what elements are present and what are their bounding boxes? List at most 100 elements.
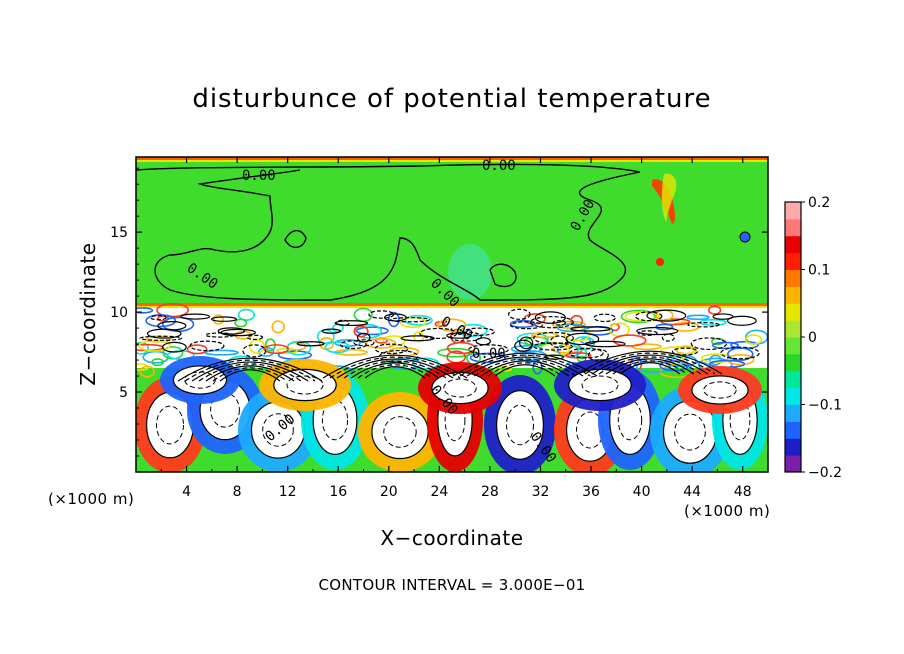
dense-contour-loop [593, 313, 616, 323]
field-swirl-contour-inner [581, 375, 619, 395]
dense-contour-arc [191, 361, 309, 382]
field-swirl-contour-inner [729, 399, 751, 441]
x-tick-label: 44 [683, 484, 701, 500]
dense-contour-arc [364, 366, 426, 379]
field-speckle [726, 353, 755, 366]
dense-contours [139, 308, 760, 382]
colorbar-swatch [785, 218, 801, 237]
dense-contour-arc [350, 362, 440, 379]
yellow-feature [661, 173, 677, 222]
field-swirl-core [371, 405, 429, 459]
dense-contour-loop [384, 313, 407, 322]
field-swirl-core [146, 392, 194, 458]
dense-contour-arc [584, 352, 716, 375]
field-speckle [234, 318, 248, 328]
dense-contour-loop [356, 332, 371, 343]
plot-area [136, 157, 768, 472]
dense-contour-loop [468, 344, 509, 355]
x-tick-label: 20 [380, 484, 398, 500]
field-swirl-contour-inner [156, 405, 184, 445]
dense-contour-loop [400, 335, 435, 342]
colorbar-swatch [785, 421, 801, 439]
colorbar-tick-label: 0.1 [808, 263, 830, 279]
field-swirl-contour-inner [506, 404, 534, 446]
dense-contour-arc [619, 362, 681, 375]
field-swirl-core [568, 369, 632, 401]
tropopause-band [136, 303, 768, 306]
colorbar-swatch [785, 337, 801, 355]
field-speckle [353, 325, 369, 338]
field-swirl-contour-inner [443, 378, 477, 398]
colorbar-swatch [785, 235, 801, 254]
y-tick-label: 10 [110, 305, 128, 321]
dense-contour-arc [612, 360, 688, 375]
dense-contour-loop [368, 310, 395, 319]
field-speckle [204, 349, 239, 356]
colorbar-swatch [785, 320, 801, 338]
field-speckle [620, 309, 656, 324]
colorbar-swatch [785, 387, 801, 405]
x-tick-label: 4 [182, 484, 191, 500]
colorbar-swatch [785, 353, 801, 372]
colorbar-swatch [785, 269, 801, 287]
field-speckle [612, 334, 647, 347]
dense-contour-loop [533, 331, 574, 345]
top-fringe-inner [136, 160, 768, 162]
small-feature [656, 258, 664, 266]
field-swirl-contour-inner [262, 413, 294, 447]
dense-contour-loop [161, 341, 187, 353]
dense-contour-loop [339, 340, 367, 350]
colorbar-swatch [785, 438, 801, 456]
dense-contour-arc [480, 360, 570, 377]
x-axis-label: X−coordinate [380, 526, 524, 550]
dense-contour-loop [565, 332, 600, 346]
colorbar-swatch [785, 303, 801, 321]
field-speckle [437, 318, 467, 332]
field-speckle [744, 334, 763, 345]
dense-contour-arc [598, 356, 702, 375]
dense-contour-loop [712, 313, 734, 320]
y-axis-label: Z−coordinate [76, 242, 100, 386]
dense-contour-loop [687, 322, 720, 328]
dense-contour-loop [242, 344, 267, 358]
field-speckle [355, 326, 389, 336]
contour-stratosphere-blob [489, 263, 517, 288]
dense-contour-loop [246, 334, 264, 341]
dense-contour-arc [494, 364, 556, 377]
dense-contour-loop [296, 341, 325, 347]
dense-contour-loop [646, 309, 687, 322]
field-swirl-contour-inner [703, 381, 737, 399]
dense-contour-loop [661, 333, 675, 342]
dense-contour-arc [184, 359, 316, 382]
plot-frame [135, 156, 769, 473]
colorbar-tick-label: −0.1 [808, 398, 842, 414]
dense-contour-loop [690, 337, 728, 351]
field-speckle [151, 358, 165, 367]
dense-contour-loop [569, 347, 604, 359]
dense-contour-arc [322, 354, 468, 379]
dense-contour-arc [198, 363, 302, 382]
dense-contour-loop [139, 335, 183, 341]
field-speckle [248, 339, 266, 354]
field-swirl-contour [691, 375, 749, 405]
dense-contour-loop [533, 342, 573, 351]
colorbar-tick-label: 0.2 [808, 195, 830, 211]
top-fringe [136, 157, 768, 160]
field-speckle [212, 314, 224, 325]
dense-contour-loop [378, 349, 419, 363]
y-axis: 5 10 15 [110, 167, 768, 457]
dense-contour-loop [671, 347, 699, 356]
colorbar-tick-label: 0 [808, 330, 817, 346]
dense-contour-arc [357, 364, 433, 379]
tropopause-band-2 [136, 306, 768, 308]
dense-contour-loop [534, 311, 566, 324]
dense-contour-loop [390, 317, 431, 323]
field-speckle [271, 320, 285, 334]
field-speckle [708, 305, 722, 315]
field-swirl-contour [273, 368, 337, 402]
field-speckle [570, 314, 584, 327]
dense-contour-loop [321, 328, 342, 334]
dense-contour-arc [605, 358, 695, 375]
contour-lines [136, 163, 641, 301]
dense-contour-loop [727, 315, 757, 326]
